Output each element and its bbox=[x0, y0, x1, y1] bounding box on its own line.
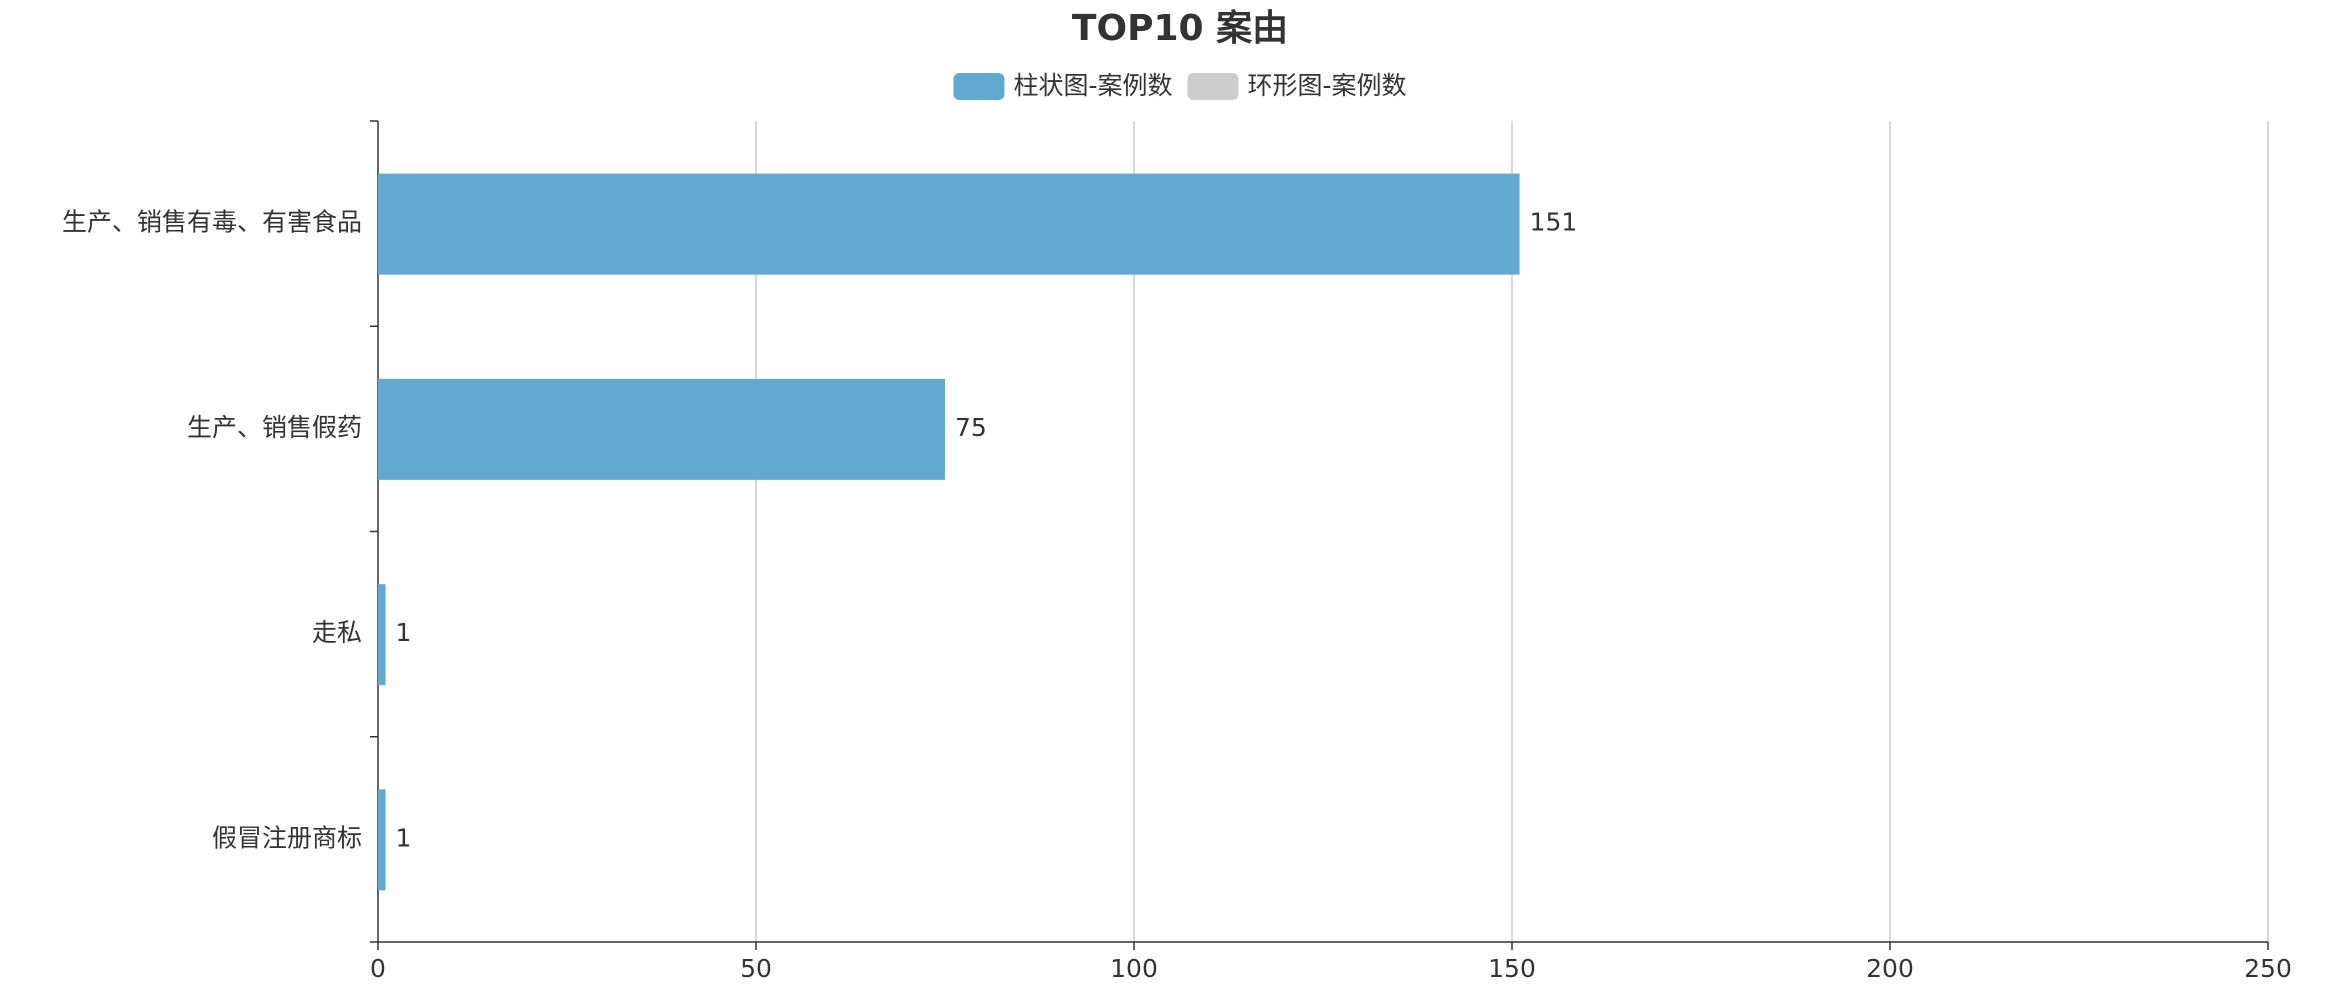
y-tick-label: 走私 bbox=[312, 618, 362, 647]
x-tick-label: 250 bbox=[2244, 954, 2292, 983]
x-tick-label: 200 bbox=[1866, 954, 1914, 983]
y-tick-label: 生产、销售有毒、有害食品 bbox=[62, 208, 362, 237]
legend-label[interactable]: 柱状图-案例数 bbox=[1013, 71, 1172, 100]
y-tick-label: 生产、销售假药 bbox=[187, 413, 362, 442]
x-tick-label: 0 bbox=[370, 954, 386, 983]
chart-title: TOP10 案由 bbox=[1072, 8, 1288, 49]
value-label: 151 bbox=[1530, 208, 1578, 237]
x-tick-label: 100 bbox=[1110, 954, 1158, 983]
bar bbox=[378, 584, 386, 686]
legend-swatch[interactable] bbox=[1187, 73, 1239, 100]
bar bbox=[378, 789, 386, 891]
value-label: 1 bbox=[396, 823, 412, 852]
value-label: 1 bbox=[396, 618, 412, 647]
y-tick-label: 假冒注册商标 bbox=[212, 823, 362, 852]
value-label: 75 bbox=[955, 413, 987, 442]
legend-label[interactable]: 环形图-案例数 bbox=[1248, 71, 1407, 100]
bar bbox=[378, 173, 1520, 275]
legend-swatch[interactable] bbox=[953, 73, 1005, 100]
x-tick-label: 50 bbox=[740, 954, 772, 983]
x-tick-label: 150 bbox=[1488, 954, 1536, 983]
bar bbox=[378, 378, 945, 480]
